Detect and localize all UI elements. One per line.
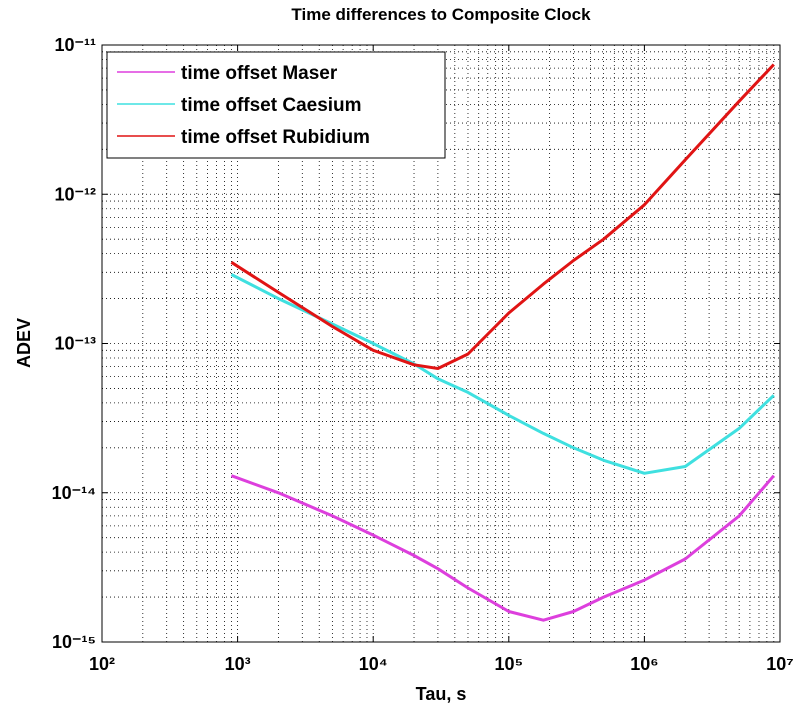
x-tick-label: 10⁷ [766, 654, 793, 674]
legend-label: time offset Caesium [181, 95, 362, 116]
series-line [230, 63, 775, 370]
x-tick-label: 10⁴ [359, 654, 388, 674]
chart-title: Time differences to Composite Clock [291, 5, 591, 24]
x-tick-label: 10⁶ [630, 654, 658, 674]
x-tick-label: 10² [89, 654, 115, 674]
x-tick-label: 10³ [225, 654, 251, 674]
series-line [230, 273, 775, 475]
y-tick-label: 10⁻¹³ [54, 334, 96, 354]
legend-label: time offset Maser [181, 63, 338, 84]
y-tick-label: 10⁻¹² [54, 184, 96, 204]
x-tick-label: 10⁵ [495, 654, 523, 674]
x-axis-label: Tau, s [416, 684, 467, 704]
y-tick-label: 10⁻¹⁴ [52, 483, 96, 503]
legend-box [106, 51, 446, 159]
y-tick-label: 10⁻¹¹ [54, 35, 96, 55]
series-line [230, 474, 775, 622]
y-tick-label: 10⁻¹⁵ [52, 632, 96, 652]
y-axis-label: ADEV [14, 318, 34, 368]
plot-frame [101, 44, 781, 643]
legend-label: time offset Rubidium [181, 127, 370, 148]
